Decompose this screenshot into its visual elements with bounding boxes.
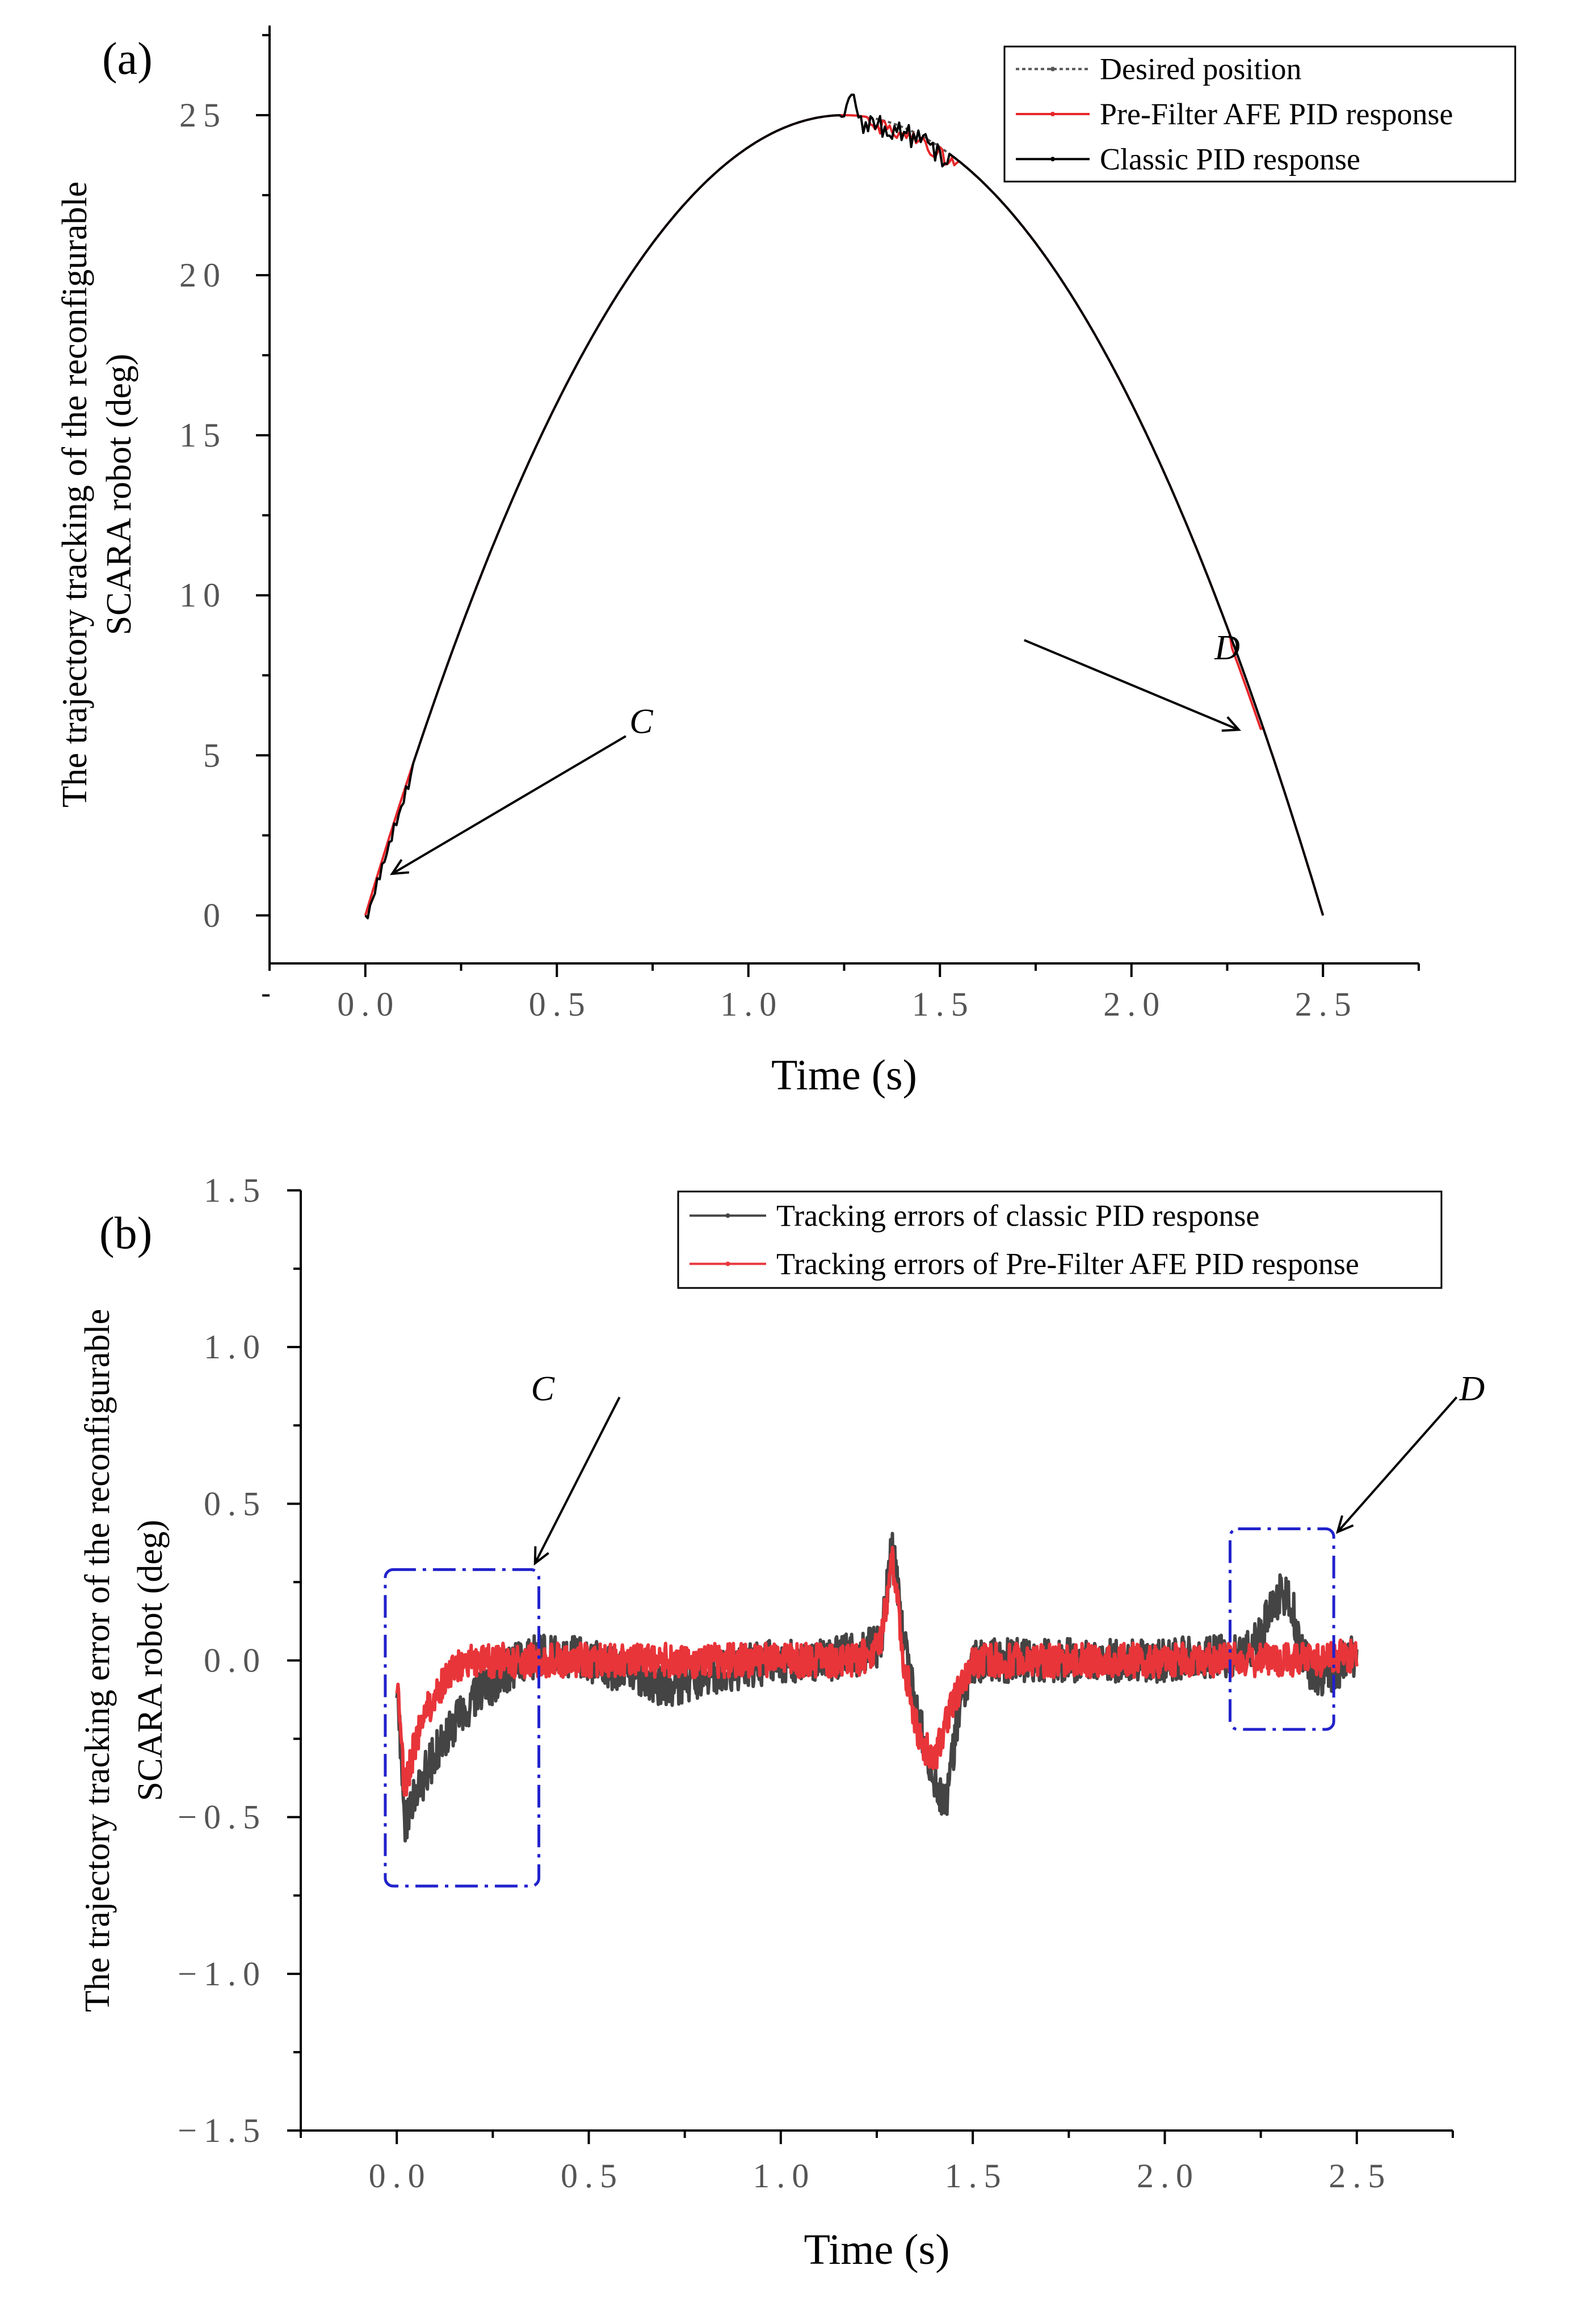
- panel-label: (a): [102, 34, 153, 84]
- legend: Desired position Pre-Filter AFE PID respo…: [1003, 45, 1516, 183]
- y-tick-label: 25: [179, 96, 227, 134]
- arrow-head: [1221, 716, 1241, 732]
- arrow-line: [1336, 1396, 1458, 1533]
- legend-marker: [1050, 112, 1055, 116]
- series-line-1: [364, 114, 1325, 916]
- highlight-region: [1229, 1527, 1335, 1731]
- x-tick-label: 1.5: [912, 986, 975, 1023]
- y-tick-label: −1.5: [178, 2112, 267, 2149]
- x-tick-label: 1.5: [945, 2157, 1008, 2195]
- annotation-label: C: [531, 1370, 555, 1408]
- y-axis-title: SCARA robot (deg): [100, 354, 138, 635]
- y-tick-label: 0: [203, 896, 227, 934]
- series-line-3: [364, 94, 1325, 920]
- y-tick-label: 1.5: [204, 1172, 267, 1209]
- y-tick-label: 10: [179, 576, 227, 614]
- x-tick-label: 2.0: [1137, 2157, 1200, 2195]
- y-axis-title: The trajectory tracking of the reconfigu…: [56, 182, 94, 807]
- y-tick-label: −1.0: [178, 1955, 267, 1993]
- annotation-label: D: [1458, 1370, 1485, 1408]
- panel-a: (a) 0.0 0.5 1.0 1.5 2.0 2.5 0 5 10 15 20 25 Time (s) T…: [56, 26, 1516, 1099]
- legend-box: [677, 1190, 1443, 1289]
- arrow-head: [390, 858, 410, 875]
- y-tick-label: 1.0: [204, 1328, 267, 1366]
- x-tick-label: 0.5: [561, 2157, 624, 2195]
- annotation-label: C: [629, 702, 653, 741]
- arrow-line: [533, 1396, 621, 1564]
- x-tick-label: 0.5: [529, 986, 592, 1023]
- legend-marker: [1050, 157, 1055, 162]
- series-line-2: [395, 1546, 1359, 1797]
- y-tick-label: 20: [179, 256, 227, 294]
- arrow-head: [1335, 1515, 1354, 1534]
- series-line-1: [395, 1531, 1359, 1843]
- y-axis-title: SCARA robot (deg): [131, 1520, 170, 1801]
- y-tick-label: 5: [203, 736, 227, 774]
- panel-label: (b): [99, 1209, 152, 1258]
- legend-marker: [1050, 66, 1055, 71]
- x-axis-title: Time (s): [804, 2226, 950, 2274]
- highlight-region: [384, 1568, 541, 1888]
- legend-marker: [725, 1261, 730, 1266]
- x-tick-label: 2.5: [1329, 2157, 1392, 2195]
- x-tick-label: 1.0: [720, 986, 783, 1023]
- legend-label: Desired position: [1100, 52, 1301, 86]
- x-tick-label: 0.0: [369, 2157, 432, 2195]
- panel-b: (b) 0.0 0.5 1.0 1.5 2.0 2.5 −1.5 −1.0 −0.5 0.0 0.5 1…: [78, 1172, 1485, 2274]
- legend-label: Pre-Filter AFE PID response: [1100, 97, 1453, 131]
- y-axis-title: The trajectory tracking error of the rec…: [78, 1309, 117, 2012]
- x-tick-label: 2.0: [1103, 986, 1166, 1023]
- legend: Tracking errors of classic PID response T…: [677, 1190, 1443, 1289]
- x-tick-label: 0.0: [337, 986, 400, 1023]
- x-tick-label: 1.0: [753, 2157, 815, 2195]
- legend-label: Tracking errors of classic PID response: [776, 1199, 1259, 1233]
- y-tick-label: 0.0: [204, 1642, 267, 1679]
- annotation-label: D: [1214, 629, 1240, 667]
- y-tick-label: −0.5: [178, 1799, 267, 1836]
- legend-label: Tracking errors of Pre-Filter AFE PID re…: [776, 1247, 1359, 1281]
- legend-marker: [725, 1213, 730, 1218]
- y-tick-label: 0.5: [204, 1485, 267, 1522]
- arrow-head: [533, 1546, 549, 1566]
- x-tick-label: 2.5: [1295, 986, 1358, 1023]
- y-tick-label: 15: [179, 416, 227, 454]
- x-axis-title: Time (s): [771, 1051, 917, 1099]
- series-line-2: [364, 114, 1325, 916]
- arrow-line: [1023, 639, 1239, 731]
- legend-label: Classic PID response: [1100, 142, 1360, 176]
- arrow-line: [391, 735, 627, 875]
